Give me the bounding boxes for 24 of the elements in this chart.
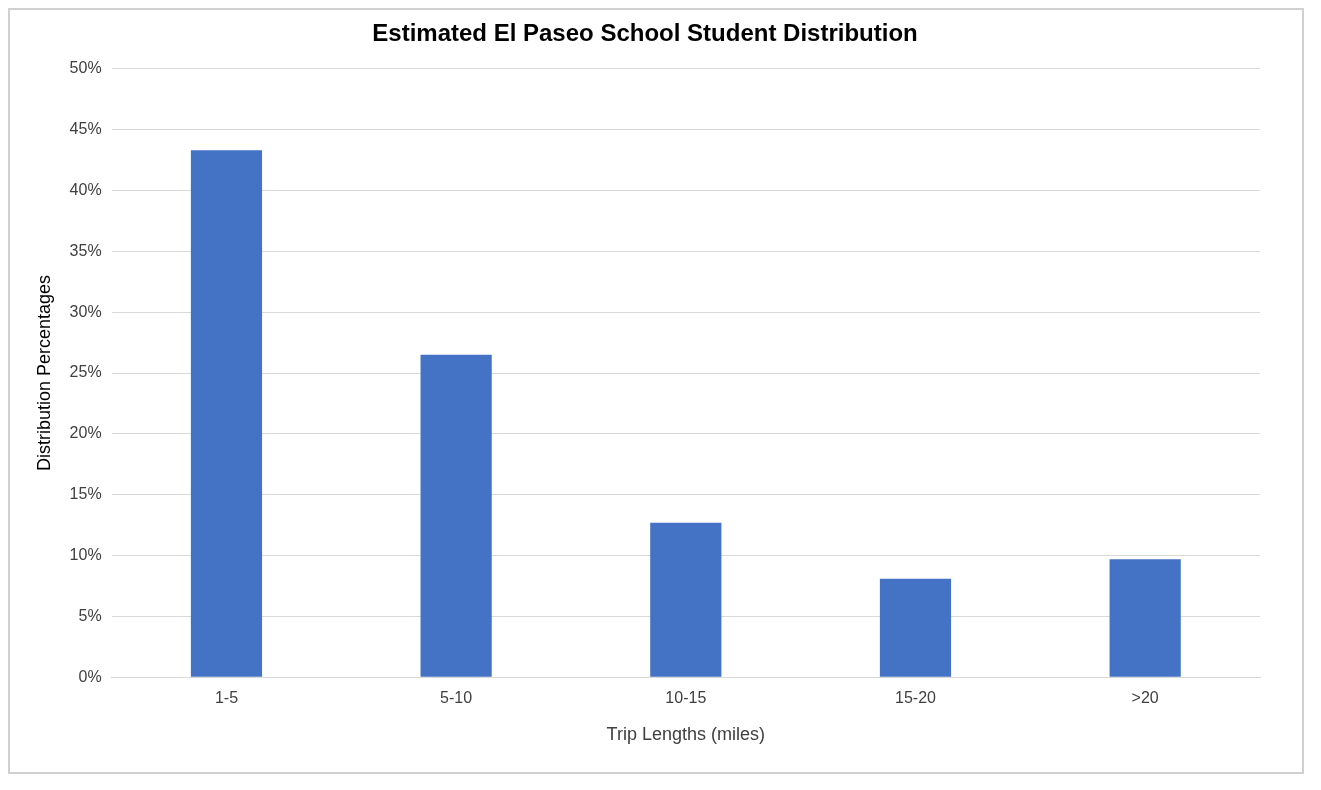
y-tick-label: 50% [69,59,102,77]
bar [190,150,263,677]
x-axis-title: Trip Lengths (miles) [606,724,766,745]
bar [1109,559,1181,677]
y-tick-label: 30% [69,302,102,320]
x-tick-label: >20 [1131,689,1159,707]
y-tick-label: 35% [69,241,102,259]
y-tick-label: 20% [69,424,102,442]
y-tick-label: 15% [69,485,102,503]
bar [879,578,952,677]
y-axis-title: Distribution Percentages [33,274,54,472]
bar [420,354,492,677]
y-tick-label: 25% [69,363,102,381]
y-tick-label: 5% [78,606,102,624]
y-tick-label: 45% [69,120,102,138]
x-tick-label: 15-20 [895,689,937,707]
x-tick-label: 1-5 [214,689,239,707]
y-tick-label: 40% [69,180,102,198]
bar [650,522,722,677]
chart-title: Estimated El Paseo School Student Distribution [372,19,918,47]
x-tick-label: 5-10 [440,689,473,707]
y-tick-label: 10% [69,545,102,563]
x-tick-label: 10-15 [665,689,707,707]
y-tick-label: 0% [78,667,102,685]
